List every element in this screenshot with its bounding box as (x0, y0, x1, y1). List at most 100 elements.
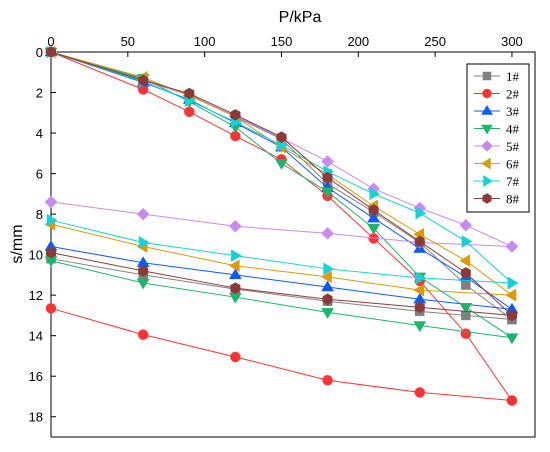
x-tick-label: 200 (347, 34, 369, 49)
series-6 (44, 45, 517, 302)
series-4-loading-line (50, 51, 513, 339)
data-point (459, 218, 473, 232)
data-point (228, 259, 240, 273)
data-point (413, 283, 425, 297)
data-point (414, 301, 425, 314)
data-point (413, 321, 427, 333)
series-2-loading-line (50, 51, 513, 401)
x-tick-label: 300 (501, 34, 523, 49)
data-point (184, 87, 195, 100)
legend-label: 5# (506, 139, 520, 154)
data-point (138, 236, 150, 249)
data-point (415, 271, 427, 285)
legend-label: 6# (506, 157, 520, 172)
legend-box (466, 63, 530, 213)
legend-marker (482, 71, 492, 81)
y-tick-label: 2 (36, 86, 43, 101)
data-point (184, 106, 195, 118)
legend-label: 8# (506, 192, 520, 207)
data-point (228, 268, 242, 280)
y-tick-label: 18 (29, 410, 43, 425)
data-point (369, 187, 381, 201)
series-2 (45, 46, 518, 406)
series-5-unloading-line (50, 201, 512, 248)
data-point (276, 131, 287, 143)
data-point (460, 328, 472, 339)
data-point (505, 288, 517, 302)
series-1 (46, 47, 517, 325)
data-point (44, 195, 58, 209)
x-tick-label: 0 (47, 34, 54, 49)
data-point (459, 303, 473, 314)
series-1-unloading-line (50, 258, 512, 320)
legend: 1# 2# 3# 4# 5# 6# 7# 8# (466, 63, 530, 213)
data-point (321, 187, 335, 199)
data-point (230, 351, 241, 363)
data-point (321, 227, 334, 240)
data-point (367, 224, 381, 235)
legend-label: 2# (506, 87, 520, 102)
x-tick-label: 150 (271, 34, 293, 49)
legend-label: 3# (506, 104, 520, 119)
data-point (322, 171, 333, 184)
series-3-unloading-line (50, 246, 513, 310)
series-3 (44, 45, 519, 314)
data-point (414, 387, 426, 398)
data-point (231, 249, 242, 263)
data-point (321, 280, 335, 292)
axis-ticks: 0 50 100 150 200 250 300 0 2 4 6 8 10 12 14 16 18 (29, 34, 523, 425)
legend-marker (481, 157, 491, 170)
data-point (505, 240, 519, 253)
data-point (138, 74, 149, 87)
data-point (45, 46, 57, 58)
data-point (459, 254, 471, 268)
y-tick-label: 8 (36, 207, 43, 222)
legend-marker (481, 105, 493, 115)
legend-marker (481, 124, 493, 135)
data-point (321, 270, 332, 284)
data-point (230, 109, 241, 121)
data-point (45, 303, 57, 314)
series-8 (45, 46, 517, 322)
series-4 (44, 47, 519, 345)
data-point (275, 159, 288, 170)
data-point (45, 246, 57, 259)
data-point (137, 329, 149, 340)
y-tick-label: 14 (29, 329, 43, 344)
series-layer (44, 45, 519, 406)
y-tick-label: 12 (29, 288, 43, 303)
legend-marker (482, 88, 492, 99)
data-point (138, 265, 149, 277)
series-8-loading-line (50, 51, 513, 316)
legend-marker (481, 140, 493, 152)
data-point (321, 155, 334, 168)
data-point (507, 276, 519, 290)
legend-marker (483, 175, 493, 187)
data-point (46, 213, 58, 227)
data-point (367, 211, 381, 223)
x-tick-label: 50 (121, 34, 135, 49)
y-tick-label: 4 (36, 126, 43, 141)
y-tick-label: 0 (36, 45, 43, 60)
legend-marker (482, 193, 492, 204)
data-point (136, 207, 150, 221)
x-tick-label: 250 (424, 34, 446, 49)
data-point (229, 219, 242, 233)
data-point (505, 333, 519, 345)
legend-label: 4# (506, 122, 520, 137)
data-point (368, 204, 379, 216)
data-point (460, 267, 471, 279)
legend-label: 1# (506, 69, 520, 84)
series-2-unloading-line (50, 307, 512, 402)
data-point (461, 235, 473, 248)
y-tick-label: 6 (36, 167, 43, 182)
data-point (415, 206, 427, 220)
x-tick-label: 100 (194, 34, 216, 49)
series-4-unloading-line (50, 260, 513, 339)
data-point (414, 235, 425, 248)
series-5-loading-line (50, 51, 513, 247)
x-axis-title: P/kPa (279, 9, 322, 26)
series-7 (46, 45, 519, 290)
series-7-loading-line (50, 51, 513, 284)
